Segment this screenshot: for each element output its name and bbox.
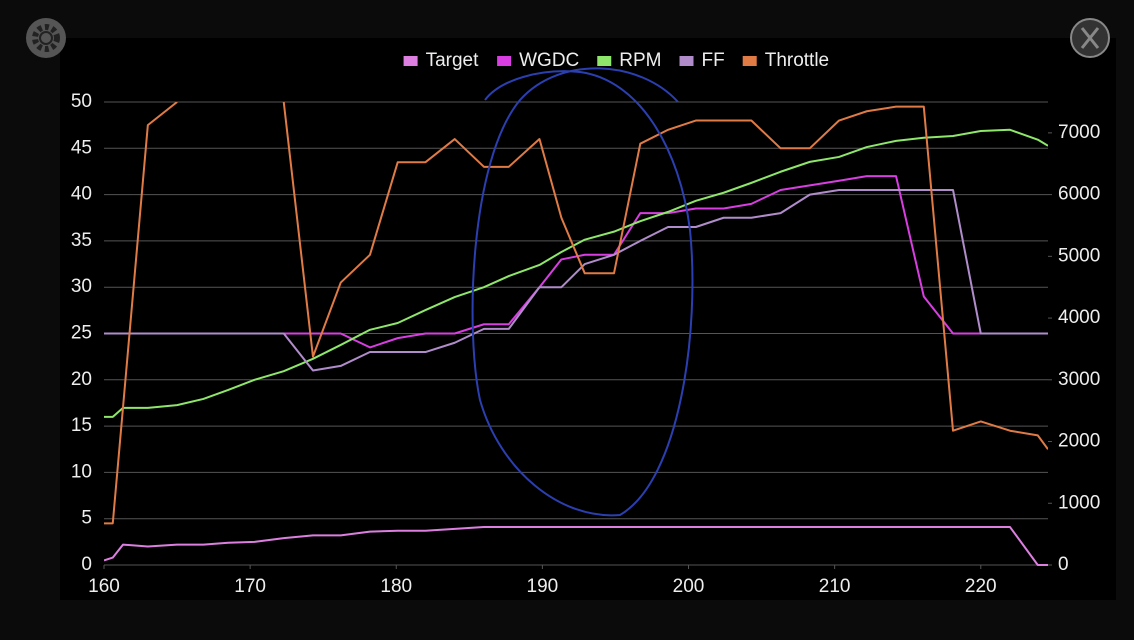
y-tick-label: 45 <box>71 137 92 158</box>
settings-button[interactable] <box>26 18 66 58</box>
legend-label: Throttle <box>765 50 829 71</box>
x-tick-label: 180 <box>380 576 412 597</box>
legend-swatch <box>679 56 694 66</box>
series-line <box>104 526 1048 566</box>
y2-tick-label: 7000 <box>1058 122 1100 143</box>
lines <box>104 102 1048 566</box>
y-tick-label: 25 <box>71 323 92 344</box>
legend-label: WGDC <box>519 50 579 71</box>
legend-item: Target <box>403 50 480 71</box>
y-tick-label: 35 <box>71 230 92 251</box>
legend-item: FF <box>679 50 725 71</box>
legend-label: FF <box>701 50 724 71</box>
y2-tick-label: 4000 <box>1058 307 1100 328</box>
legend-label: Target <box>426 50 480 71</box>
hand-drawn-circle <box>471 67 694 517</box>
chart-panel <box>60 38 1116 600</box>
legend-swatch <box>742 56 757 66</box>
x-tick-label: 170 <box>234 576 266 597</box>
x-tick-label: 200 <box>673 576 705 597</box>
y-tick-label: 50 <box>71 91 92 112</box>
series-line <box>104 188 1048 372</box>
legend-swatch <box>403 56 418 66</box>
legend: Target WGDC RPM FF Throttle <box>403 50 829 71</box>
series-line <box>104 102 1048 525</box>
series-line <box>104 128 1048 418</box>
y-tick-label: 40 <box>71 184 92 205</box>
x-tick-label: 210 <box>819 576 851 597</box>
y2-tick-label: 5000 <box>1058 245 1100 266</box>
legend-item: RPM <box>597 50 661 71</box>
y2-tick-label: 1000 <box>1058 492 1100 513</box>
y-tick-label: 15 <box>71 415 92 436</box>
y2-tick-label: 3000 <box>1058 369 1100 390</box>
y-tick-label: 5 <box>81 508 92 529</box>
y2-tick-label: 2000 <box>1058 431 1100 452</box>
axes: 0 5 10 15 20 25 30 35 40 45 50 0 1000 2000 3000 4000 500… <box>71 91 1100 597</box>
y2-tick-label: 6000 <box>1058 184 1100 205</box>
y-tick-label: 30 <box>71 276 92 297</box>
legend-swatch <box>597 56 612 66</box>
close-button[interactable] <box>1070 18 1110 58</box>
y-tick-label: 0 <box>81 554 92 575</box>
x-tick-label: 220 <box>965 576 997 597</box>
x-tick-label: 190 <box>527 576 559 597</box>
y-tick-label: 20 <box>71 369 92 390</box>
x-tick-label: 160 <box>88 576 120 597</box>
y2-tick-label: 0 <box>1058 554 1069 575</box>
y-tick-label: 10 <box>71 461 92 482</box>
legend-label: RPM <box>619 50 661 71</box>
legend-swatch <box>497 56 512 66</box>
legend-item: WGDC <box>497 50 579 71</box>
legend-item: Throttle <box>742 50 829 71</box>
